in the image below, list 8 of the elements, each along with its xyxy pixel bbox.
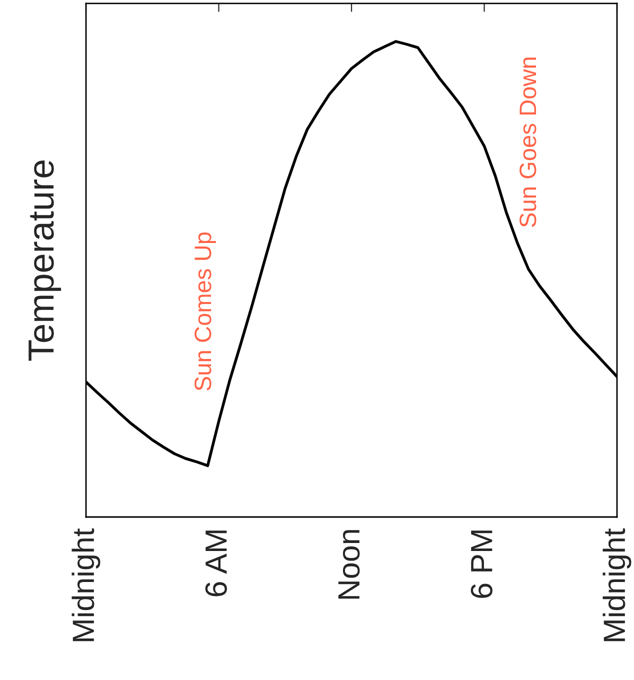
x-tick-label: 6 AM [205, 530, 227, 596]
x-tick-label: Midnight [602, 528, 632, 642]
x-tick-label: Midnight [72, 528, 100, 642]
x-tick-label: 6 PM [470, 530, 492, 598]
annotation: Sun Goes Down [520, 58, 536, 227]
annotation: Sun Comes Up [194, 232, 216, 391]
x-tick-label: Noon [338, 530, 360, 599]
y-axis-title: Temperature [28, 160, 61, 361]
